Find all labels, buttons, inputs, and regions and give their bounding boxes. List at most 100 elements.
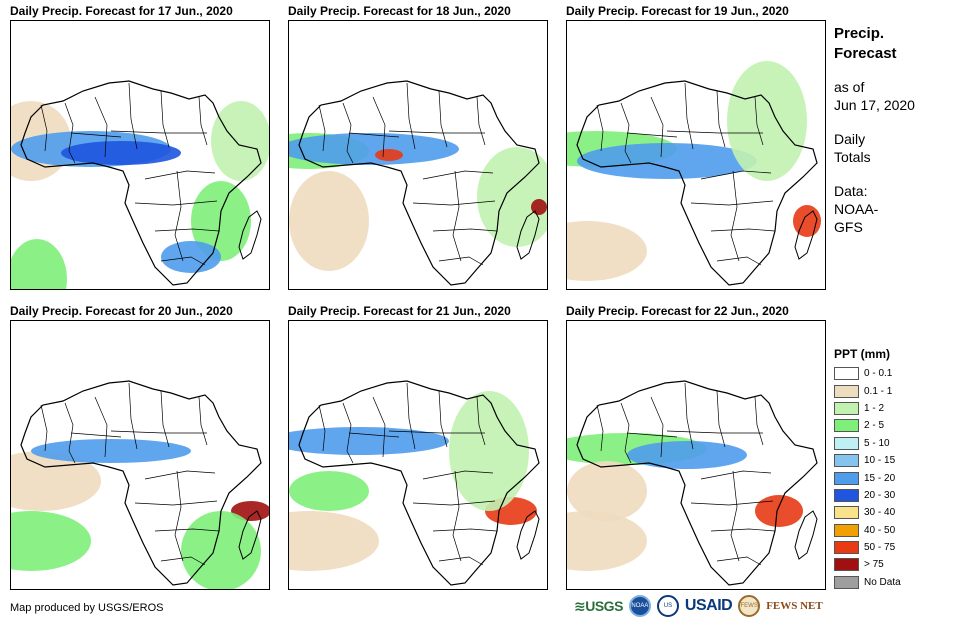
madagascar-outline <box>238 510 262 560</box>
precip-rainfall-layer <box>289 391 537 571</box>
legend-swatch <box>834 523 859 537</box>
rainfall-area <box>11 511 91 571</box>
rainfall-area <box>61 141 181 165</box>
fews-net-logo: FEWS NET <box>766 600 823 612</box>
legend-label: 2 - 5 <box>864 420 885 432</box>
rainfall-area <box>449 391 529 511</box>
rainfall-area <box>727 61 807 181</box>
usaid-logo: USAID <box>684 597 733 614</box>
legend-title: PPT (mm) <box>834 347 891 361</box>
map-panel-jun22: Daily Precip. Forecast for 22 Jun., 2020 <box>566 304 826 590</box>
legend-swatch <box>834 471 859 485</box>
madagascar-outline <box>516 510 540 560</box>
rainfall-area <box>11 451 101 511</box>
rainfall-area <box>289 511 379 571</box>
legend-label: 5 - 10 <box>864 437 890 449</box>
legend-label: 0.1 - 1 <box>864 385 893 397</box>
sidebar-title: Precip. Forecast <box>834 25 897 62</box>
legend-item: 20 - 30 <box>834 487 959 504</box>
legend-label: 0 - 0.1 <box>864 368 893 380</box>
precip-rainfall-layer <box>11 101 269 289</box>
partner-logos: ≋USGS NOAA US USAID FEWS FEWS NET <box>574 592 826 620</box>
rainfall-area <box>191 181 251 261</box>
africa-map-svg <box>11 80 269 289</box>
africa-coastline <box>20 80 262 286</box>
legend-item: 5 - 10 <box>834 435 959 452</box>
legend-swatch <box>834 541 859 555</box>
data-source: Data: NOAA- GFS <box>834 183 879 235</box>
rainfall-area <box>375 149 403 161</box>
rainfall-area <box>755 495 803 527</box>
panel-title: Daily Precip. Forecast for 18 Jun., 2020 <box>288 4 511 18</box>
legend-label: 30 - 40 <box>864 507 896 519</box>
legend-label: 20 - 30 <box>864 489 896 501</box>
country-borders <box>318 82 498 266</box>
legend-swatch <box>834 506 859 520</box>
africa-coastline <box>20 380 262 586</box>
legend-item: 15 - 20 <box>834 469 959 486</box>
rainfall-area <box>11 239 67 289</box>
precip-rainfall-layer <box>11 439 269 589</box>
madagascar-outline <box>516 210 540 260</box>
panel-title: Daily Precip. Forecast for 20 Jun., 2020 <box>10 304 233 318</box>
country-borders <box>40 82 220 266</box>
legend-swatch <box>834 575 859 589</box>
legend-item: No Data <box>834 574 959 591</box>
rainfall-area <box>289 471 369 511</box>
africa-coastline <box>298 80 540 286</box>
rainfall-area <box>31 439 191 463</box>
country-borders <box>596 82 776 266</box>
legend-swatch <box>834 436 859 450</box>
as-of-date: as of Jun 17, 2020 <box>834 79 915 113</box>
country-borders <box>596 382 776 566</box>
precip-rainfall-layer <box>289 133 547 271</box>
legend-swatch <box>834 488 859 502</box>
legend-item: 2 - 5 <box>834 417 959 434</box>
legend-swatch <box>834 419 859 433</box>
legend-swatch <box>834 384 859 398</box>
legend-item: 1 - 2 <box>834 400 959 417</box>
legend-items: 0 - 0.1 0.1 - 1 1 - 2 2 - 5 5 - 10 10 - 15 15 … <box>834 365 959 591</box>
rainfall-area <box>577 143 757 179</box>
country-borders <box>318 382 498 566</box>
precip-rainfall-layer <box>567 61 821 281</box>
legend-item: 30 - 40 <box>834 504 959 521</box>
africa-map-svg <box>567 380 818 586</box>
legend-label: 15 - 20 <box>864 472 896 484</box>
legend-item: > 75 <box>834 556 959 573</box>
madagascar-outline <box>794 210 818 260</box>
panel-title: Daily Precip. Forecast for 17 Jun., 2020 <box>10 4 233 18</box>
legend-item: 0 - 0.1 <box>834 365 959 382</box>
rainfall-area <box>567 461 647 521</box>
sidebar-info: Precip. Forecast as of Jun 17, 2020 Dail… <box>834 24 959 236</box>
africa-map-svg <box>289 380 540 586</box>
precip-map <box>288 20 548 290</box>
usgs-logo: ≋USGS <box>574 597 623 614</box>
madagascar-outline <box>238 210 262 260</box>
legend-swatch <box>834 454 859 468</box>
precip-map <box>288 320 548 590</box>
precip-map <box>566 20 826 290</box>
africa-map-svg <box>289 80 547 286</box>
rainfall-area <box>289 171 369 271</box>
africa-coastline <box>576 80 818 286</box>
usaid-seal-icon: US <box>656 595 679 617</box>
legend-label: 1 - 2 <box>864 402 885 414</box>
precip-map <box>10 20 270 290</box>
noaa-logo: NOAA <box>628 595 651 617</box>
rainfall-area <box>567 221 647 281</box>
totals-label: Daily Totals <box>834 131 871 165</box>
map-credit: Map produced by USGS/EROS <box>10 602 164 614</box>
africa-coastline <box>576 380 818 586</box>
panel-title: Daily Precip. Forecast for 21 Jun., 2020 <box>288 304 511 318</box>
rainfall-area <box>289 427 449 455</box>
precip-map <box>566 320 826 590</box>
legend: PPT (mm) 0 - 0.1 0.1 - 1 1 - 2 2 - 5 5 - 10 1… <box>834 347 959 591</box>
legend-item: 0.1 - 1 <box>834 382 959 399</box>
legend-swatch <box>834 558 859 572</box>
legend-label: 50 - 75 <box>864 542 896 554</box>
rainfall-area <box>567 511 647 571</box>
fews-seal-icon: FEWS <box>738 595 761 617</box>
legend-item: 40 - 50 <box>834 522 959 539</box>
africa-map-svg <box>11 380 269 589</box>
